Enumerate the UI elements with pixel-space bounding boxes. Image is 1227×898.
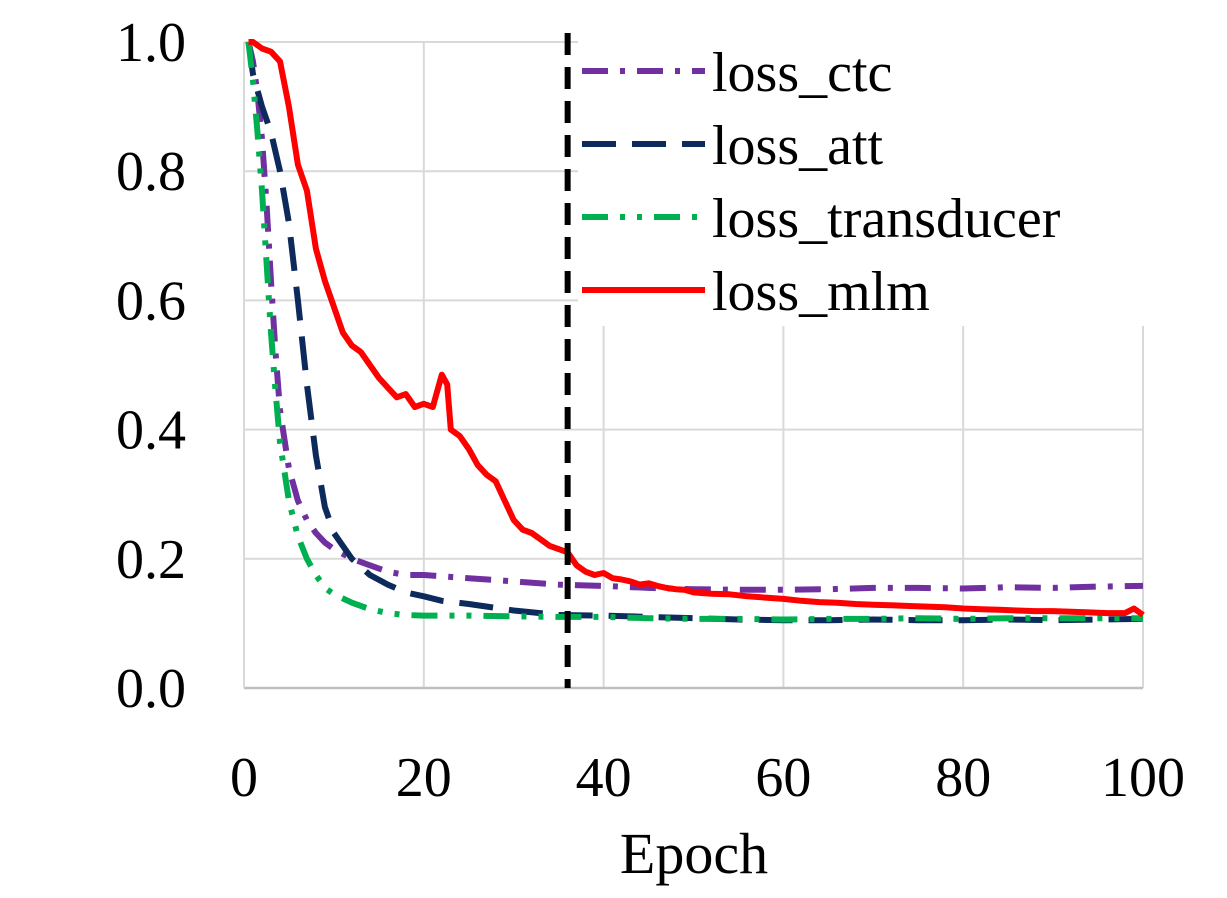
axes: [243, 42, 1143, 690]
y-tick-label: 1.0: [116, 12, 186, 74]
x-tick-label: 20: [396, 747, 452, 809]
series-line-loss-att: [245, 41, 1144, 624]
y-tick-label: 0.0: [116, 658, 186, 720]
legend-label-loss-mlm: loss_mlm: [712, 261, 930, 323]
x-tick-label: 40: [576, 747, 632, 809]
x-tick-label: 100: [1101, 747, 1185, 809]
legend-label-loss-ctc: loss_ctc: [712, 42, 892, 104]
series-line-loss-ctc: [245, 41, 1144, 593]
legend-label-loss-transducer: loss_transducer: [712, 188, 1061, 250]
tick-labels: 0 20 40 60 80 100 0.0 0.2 0.4 0.6 0.8 1.0: [116, 12, 1185, 809]
y-tick-label: 0.8: [116, 141, 186, 203]
series-lines: [245, 39, 1145, 624]
y-tick-label: 0.4: [116, 400, 186, 462]
legend-label-loss-att: loss_att: [712, 115, 884, 177]
x-axis-label: Epoch: [620, 821, 768, 886]
series-line-loss-transducer: [245, 41, 1143, 623]
legend-background: [578, 38, 1178, 326]
series-line-loss-mlm: [248, 39, 1145, 618]
y-tick-label: 0.6: [116, 270, 186, 332]
x-tick-label: 0: [230, 747, 258, 809]
legend: loss_ctc loss_att loss_transducer loss_mlm: [578, 38, 1178, 326]
y-tick-label: 0.2: [116, 529, 186, 591]
x-tick-label: 80: [935, 747, 991, 809]
x-tick-label: 60: [755, 747, 811, 809]
